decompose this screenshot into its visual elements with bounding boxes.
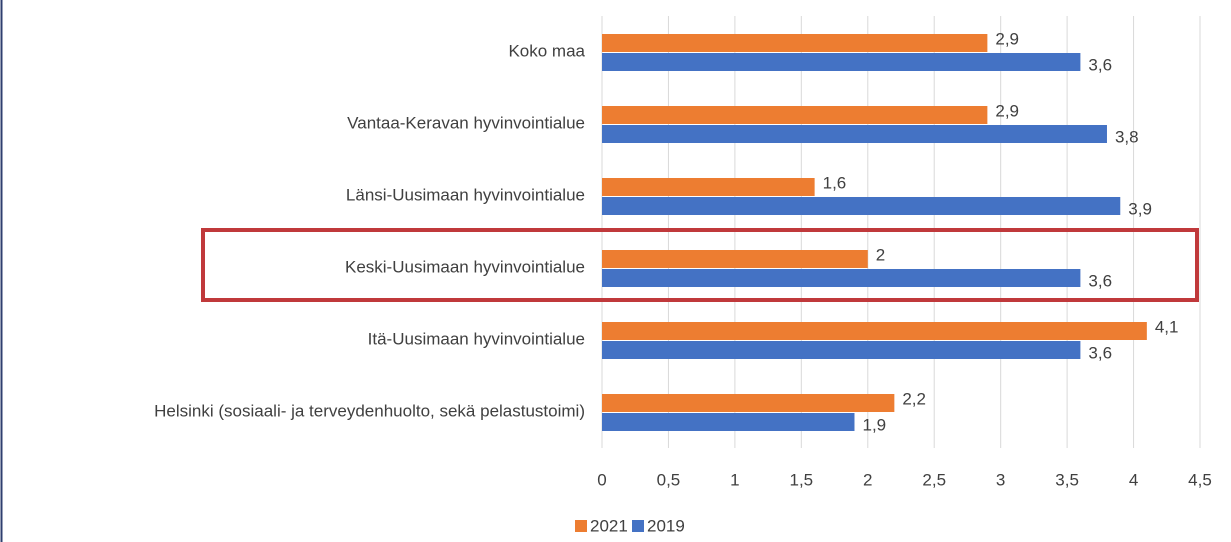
bar	[602, 34, 988, 52]
value-label: 3,6	[1088, 55, 1112, 74]
marks: Koko maa 2,9 3,6 Vantaa-Keravan hyvinvointi…	[154, 29, 1178, 434]
bar	[602, 322, 1147, 340]
value-label: 3,6	[1088, 343, 1112, 362]
value-label: 1,9	[862, 415, 886, 434]
bar	[602, 125, 1107, 143]
bar	[602, 197, 1121, 215]
category-label: Itä-Uusimaan hyvinvointialue	[368, 329, 585, 348]
value-label: 2,9	[995, 29, 1019, 48]
legend-label: 2021	[590, 516, 628, 535]
category-label: Koko maa	[508, 41, 585, 60]
category-label: Keski-Uusimaan hyvinvointialue	[345, 257, 585, 276]
x-tick-label: 0	[597, 470, 606, 489]
category-label: Helsinki (sosiaali- ja terveydenhuolto, …	[154, 401, 585, 420]
x-tick-label: 4	[1129, 470, 1138, 489]
value-label: 1,6	[823, 173, 847, 192]
bar	[602, 250, 868, 268]
bar	[602, 413, 855, 431]
bar	[602, 394, 895, 412]
highlight-box	[201, 228, 1199, 302]
x-tick-label: 1,5	[790, 470, 814, 489]
x-tick-label: 3	[996, 470, 1005, 489]
x-tick-label: 2	[863, 470, 872, 489]
bar	[602, 269, 1081, 287]
bar	[602, 178, 815, 196]
value-label: 3,6	[1088, 271, 1112, 290]
x-tick-label: 4,5	[1188, 470, 1212, 489]
bar	[602, 106, 988, 124]
value-label: 3,9	[1128, 199, 1152, 218]
value-label: 3,8	[1115, 127, 1139, 146]
value-label: 2	[876, 245, 885, 264]
x-tick-label: 1	[730, 470, 739, 489]
x-tick-label: 3,5	[1055, 470, 1079, 489]
bar	[602, 341, 1081, 359]
category-label: Länsi-Uusimaan hyvinvointialue	[346, 185, 585, 204]
value-label: 4,1	[1155, 317, 1179, 336]
bar	[602, 53, 1081, 71]
legend-label: 2019	[647, 516, 685, 535]
x-tick-label: 2,5	[922, 470, 946, 489]
legend-swatch	[575, 520, 587, 532]
category-label: Vantaa-Keravan hyvinvointialue	[347, 113, 585, 132]
value-label: 2,2	[902, 389, 926, 408]
legend-swatch	[632, 520, 644, 532]
x-tick-label: 0,5	[657, 470, 681, 489]
value-label: 2,9	[995, 101, 1019, 120]
